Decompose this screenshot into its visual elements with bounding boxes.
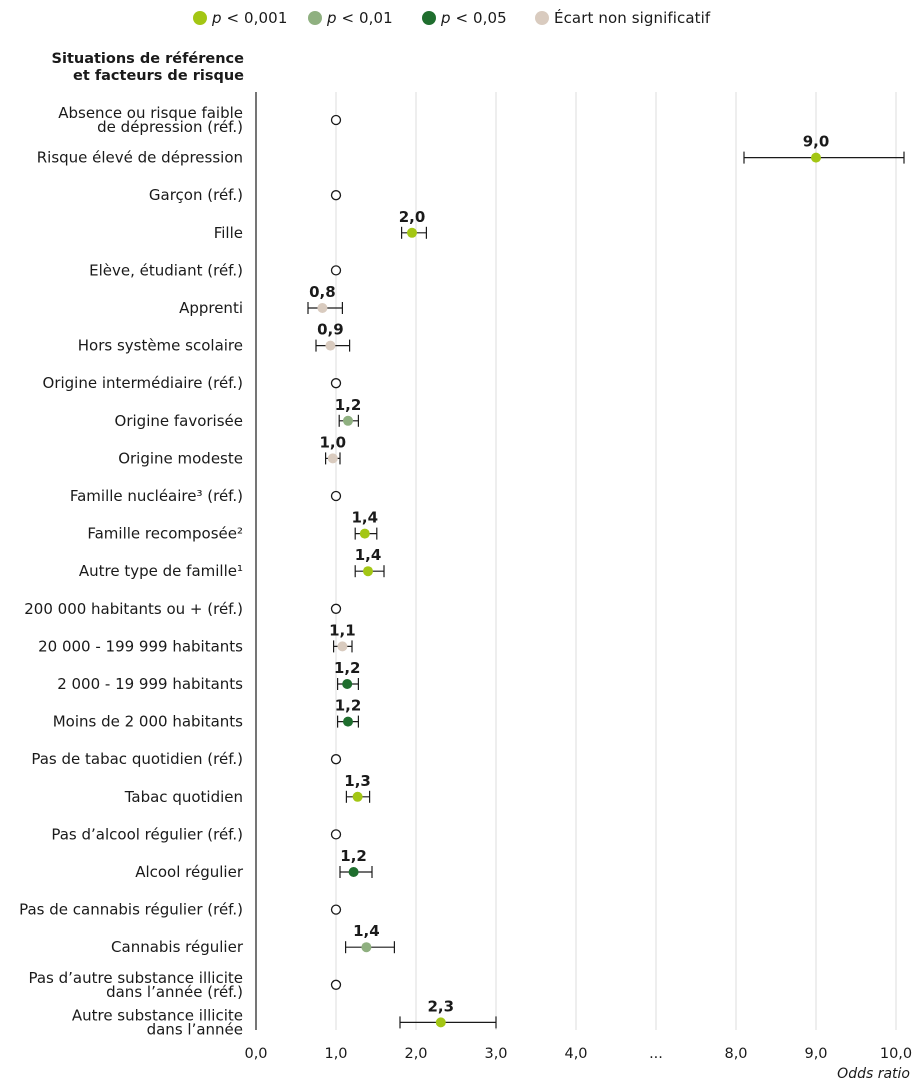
reference-marker [330, 979, 342, 990]
row-label: Autre substance illicite [72, 1006, 243, 1024]
row-label: Pas de cannabis régulier (réf.) [19, 901, 243, 919]
x-tick-label: 0,0 [244, 1046, 267, 1062]
reference-marker [330, 490, 342, 502]
row-label: Pas de tabac quotidien (réf.) [31, 750, 243, 768]
reference-marker [330, 190, 342, 201]
forest-plot: 0,0 1,0 2,0 3,0 4,0... 8,0 9,0 10,0 Odds ratio Si… [19, 51, 912, 1082]
legend-marker [422, 11, 436, 25]
data-label: 9,0 [803, 133, 830, 151]
row-label: Pas d’autre substance illicite [28, 969, 243, 987]
odds-ratio-point [435, 1017, 446, 1028]
row-label: 20 000 - 199 999 habitants [38, 637, 243, 655]
data-label: 2,3 [428, 997, 455, 1015]
legend-label: p < 0,001 [212, 9, 288, 27]
row-label: Elève, étudiant (réf.) [89, 261, 243, 279]
reference-marker [330, 114, 342, 126]
row-label: Fille [214, 224, 243, 242]
row-label: Origine modeste [118, 449, 243, 467]
data-label: 1,2 [335, 697, 362, 715]
x-tick-label: 10,0 [880, 1046, 912, 1062]
legend-item: p < 0,05 [422, 9, 507, 27]
row-label: Famille nucléaire³ (réf.) [70, 487, 243, 505]
legend-label: p < 0,01 [327, 9, 393, 27]
row-label: Autre type de famille¹ [79, 562, 243, 580]
odds-ratio-point [359, 528, 370, 539]
data-label: 1,2 [340, 847, 367, 865]
x-tick-label: 4,0 [564, 1046, 587, 1062]
legend-marker [535, 11, 549, 25]
row-label: Tabac quotidien [124, 788, 243, 806]
row-label: Risque élevé de dépression [37, 149, 243, 167]
chart-heading-line2: et facteurs de risque [73, 68, 244, 84]
legend-item: p < 0,01 [308, 9, 393, 27]
chart-heading-line1: Situations de référence [52, 51, 245, 67]
legend-marker [193, 11, 207, 25]
reference-marker [330, 754, 342, 765]
odds-ratio-point [352, 791, 363, 802]
row-label: dans l’année [147, 1020, 243, 1038]
odds-ratio-point [337, 641, 348, 652]
x-axis-title: Odds ratio [837, 1066, 910, 1082]
data-label: 1,4 [355, 546, 382, 564]
data-label: 1,4 [353, 922, 380, 940]
legend-label: Écart non significatif [554, 9, 711, 27]
odds-ratio-point [342, 679, 353, 689]
legend-item: p < 0,001 [193, 9, 287, 27]
legend-label: p < 0,05 [441, 9, 507, 27]
x-tick-label: 8,0 [724, 1046, 747, 1062]
row-label: Origine intermédiaire (réf.) [43, 374, 243, 392]
data-label: 1,0 [320, 433, 347, 451]
odds-ratio-point [348, 867, 359, 877]
row-label: Apprenti [179, 299, 243, 317]
row-label: Origine favorisée [115, 412, 243, 430]
row-label: Absence ou risque faible [58, 104, 243, 122]
row-label: Moins de 2 000 habitants [53, 713, 243, 731]
x-tick-label: 3,0 [484, 1046, 507, 1062]
row-label: Cannabis régulier [111, 938, 244, 956]
reference-marker [330, 829, 342, 840]
row-label: Pas d’alcool régulier (réf.) [51, 825, 243, 843]
reference-marker [330, 603, 342, 614]
legend-marker [308, 11, 322, 25]
x-tick-label: 2,0 [404, 1046, 427, 1062]
data-label: 1,2 [335, 396, 362, 414]
row-label: Alcool régulier [135, 863, 244, 881]
odds-ratio-point [811, 152, 821, 163]
row-label: 200 000 habitants ou + (réf.) [24, 600, 243, 618]
row-label: de dépression (réf.) [97, 118, 243, 136]
legend: p < 0,001 p < 0,01 p < 0,05 Écart non signi… [0, 0, 914, 40]
odds-ratio-point [407, 227, 417, 238]
legend-item: Écart non significatif [535, 9, 710, 27]
data-label: 1,3 [344, 772, 371, 790]
odds-ratio-point [363, 566, 373, 577]
odds-ratio-point [343, 716, 353, 727]
odds-ratio-point [343, 415, 353, 426]
odds-ratio-point [317, 303, 328, 313]
data-label: 0,9 [317, 321, 344, 339]
odds-ratio-point [325, 340, 336, 351]
row-label: Garçon (réf.) [149, 186, 243, 204]
data-label: 0,8 [309, 283, 336, 301]
row-label: Hors système scolaire [78, 337, 243, 355]
x-tick-label: ... [649, 1046, 663, 1062]
reference-marker [330, 265, 342, 276]
odds-ratio-point [361, 942, 372, 953]
row-label: 2 000 - 19 999 habitants [57, 675, 243, 693]
data-label: 2,0 [399, 208, 426, 226]
odds-ratio-point [327, 453, 338, 464]
row-label: dans l’année (réf.) [106, 983, 243, 1001]
reference-marker [330, 378, 342, 389]
data-label: 1,4 [352, 509, 379, 527]
row-label: Famille recomposée² [87, 525, 243, 543]
x-tick-label: 9,0 [804, 1046, 827, 1062]
x-tick-label: 1,0 [324, 1046, 347, 1062]
data-label: 1,1 [329, 621, 356, 639]
data-label: 1,2 [334, 659, 361, 677]
reference-marker [330, 904, 342, 915]
